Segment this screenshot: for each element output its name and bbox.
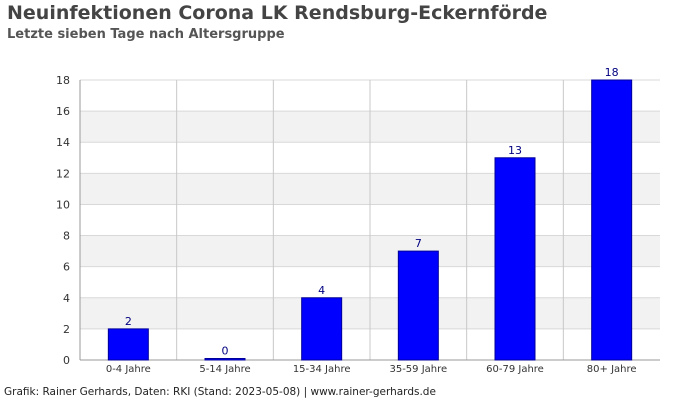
y-tick-label: 16	[56, 105, 70, 118]
data-label: 2	[125, 315, 132, 328]
y-tick-label: 2	[63, 323, 70, 336]
y-tick-label: 10	[56, 198, 70, 211]
y-tick-label: 14	[56, 136, 70, 149]
bar	[397, 250, 439, 361]
bar	[204, 358, 246, 361]
y-tick-label: 0	[63, 354, 70, 367]
source-footer: Grafik: Rainer Gerhards, Daten: RKI (Sta…	[4, 386, 436, 398]
y-tick-label: 18	[56, 74, 70, 87]
data-label: 4	[318, 284, 325, 297]
bar	[494, 157, 536, 361]
bar	[107, 328, 149, 361]
x-tick-label: 15-34 Jahre	[293, 364, 351, 375]
data-label: 18	[605, 66, 619, 79]
y-tick-label: 6	[63, 261, 70, 274]
bar	[301, 297, 343, 361]
bar	[591, 79, 633, 361]
chart-subtitle: Letzte sieben Tage nach Altersgruppe	[7, 27, 285, 42]
chart-title: Neuinfektionen Corona LK Rendsburg-Ecker…	[7, 2, 548, 24]
x-tick-label: 0-4 Jahre	[106, 364, 151, 375]
data-label: 7	[415, 237, 422, 250]
data-label: 13	[508, 144, 522, 157]
y-tick-label: 8	[63, 230, 70, 243]
x-tick-label: 60-79 Jahre	[486, 364, 544, 375]
data-label: 0	[222, 345, 229, 358]
y-tick-label: 4	[63, 292, 70, 305]
x-tick-label: 80+ Jahre	[587, 364, 637, 375]
x-tick-label: 35-59 Jahre	[389, 364, 447, 375]
y-tick-label: 12	[56, 167, 70, 180]
x-tick-label: 5-14 Jahre	[199, 364, 250, 375]
